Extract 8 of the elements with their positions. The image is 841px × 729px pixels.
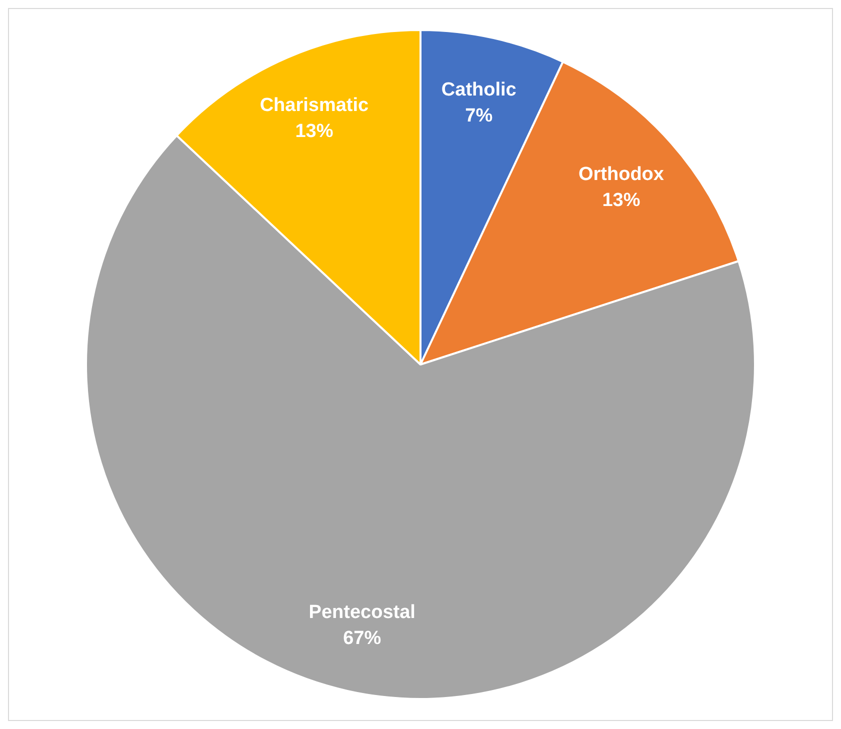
data-label: 7% <box>465 106 493 127</box>
slice-label: Orthodox <box>578 164 664 185</box>
slice-label: Charismatic <box>260 95 370 116</box>
data-label: 67% <box>343 628 382 649</box>
data-label: 13% <box>602 190 640 211</box>
slice-label: Pentecostal <box>308 602 416 623</box>
data-label: 13% <box>295 121 334 142</box>
slice-label: Catholic <box>441 80 517 101</box>
